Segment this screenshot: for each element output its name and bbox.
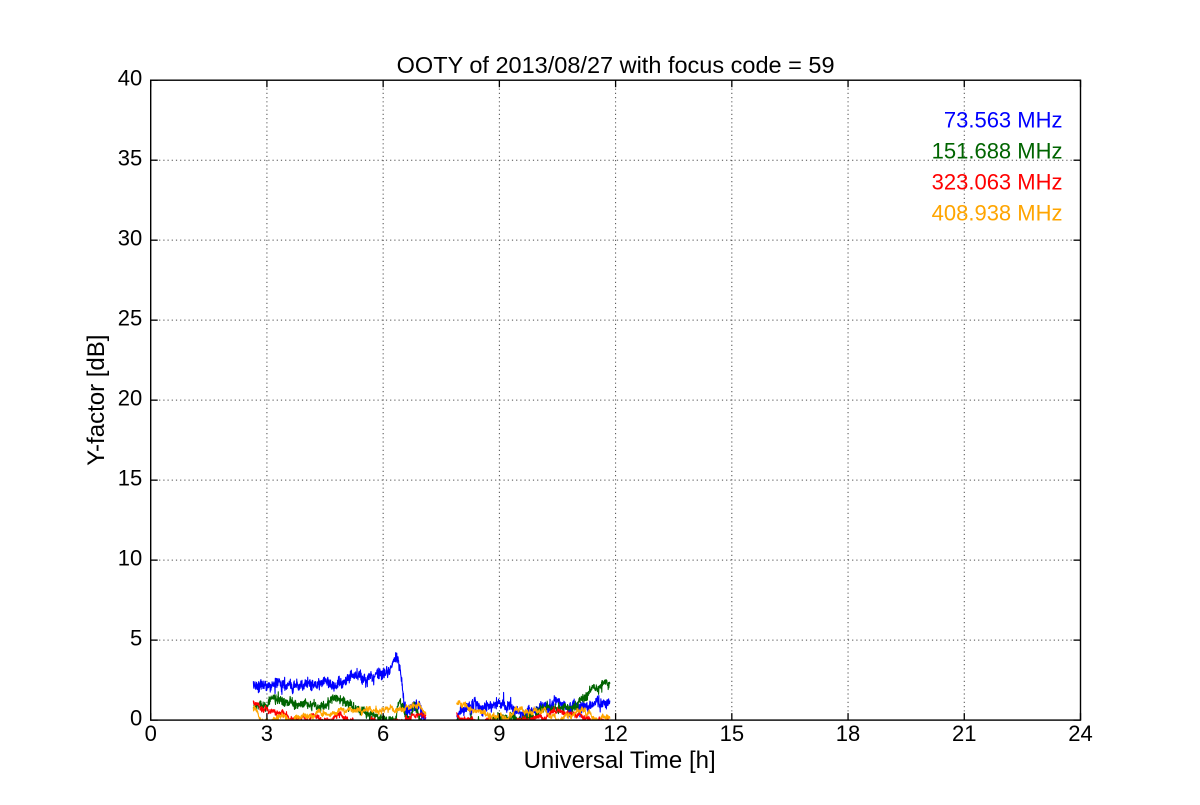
svg-text:151.688 MHz: 151.688 MHz [932, 139, 1063, 164]
svg-text:30: 30 [118, 225, 142, 250]
svg-text:Universal Time [h]: Universal Time [h] [524, 747, 716, 774]
svg-text:0: 0 [145, 721, 157, 746]
svg-text:35: 35 [118, 145, 142, 170]
svg-text:73.563 MHz: 73.563 MHz [944, 108, 1063, 133]
svg-text:10: 10 [118, 545, 142, 570]
svg-text:3: 3 [261, 721, 273, 746]
svg-text:20: 20 [118, 385, 142, 410]
svg-text:Y-factor [dB]: Y-factor [dB] [83, 335, 110, 466]
svg-text:0: 0 [130, 705, 142, 730]
svg-text:18: 18 [836, 721, 860, 746]
svg-text:15: 15 [118, 465, 142, 490]
svg-text:15: 15 [720, 721, 744, 746]
svg-text:5: 5 [130, 625, 142, 650]
svg-text:25: 25 [118, 305, 142, 330]
svg-text:24: 24 [1068, 721, 1092, 746]
svg-text:6: 6 [377, 721, 389, 746]
svg-text:408.938 MHz: 408.938 MHz [932, 201, 1063, 226]
svg-text:OOTY of 2013/08/27 with focus: OOTY of 2013/08/27 with focus code = 59 [397, 52, 835, 78]
svg-text:323.063 MHz: 323.063 MHz [932, 170, 1063, 195]
svg-text:9: 9 [493, 721, 505, 746]
svg-text:40: 40 [118, 66, 142, 91]
svg-text:12: 12 [603, 721, 627, 746]
svg-text:21: 21 [952, 721, 976, 746]
